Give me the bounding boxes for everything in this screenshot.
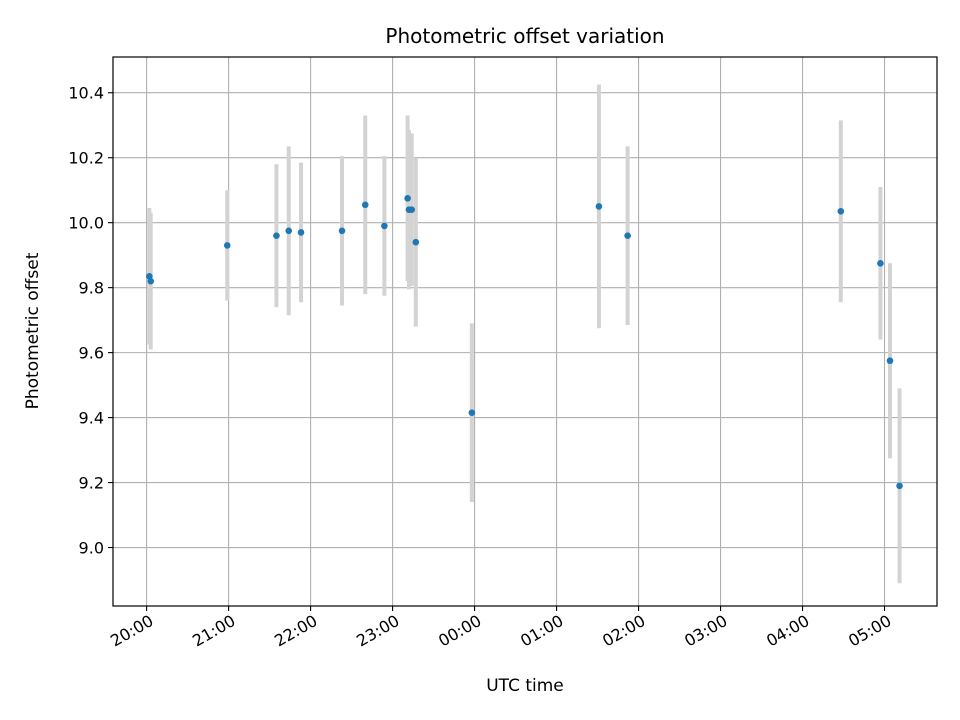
grid (113, 57, 937, 606)
data-point (837, 208, 845, 215)
data-point (361, 201, 369, 209)
plot-area-frame (112, 56, 938, 607)
y-tick-label: 9.2 (79, 474, 104, 493)
y-axis-ticks: 9.0 9.2 9.4 9.6 9.8 10.0 10.2 10.4 (68, 84, 113, 558)
data-point (877, 259, 884, 267)
data-point (297, 229, 305, 236)
y-tick-label: 10.0 (68, 214, 104, 233)
data-points (146, 195, 903, 490)
y-tick-label: 9.4 (79, 409, 104, 428)
data-point (896, 482, 903, 490)
x-axis-label: UTC time (486, 676, 564, 696)
data-point (404, 195, 411, 202)
data-point (147, 277, 155, 285)
y-tick-label: 10.4 (68, 84, 104, 103)
data-point (223, 242, 231, 249)
data-point (468, 409, 476, 417)
data-point (886, 357, 894, 365)
y-tick-label: 9.0 (79, 539, 104, 558)
data-point (273, 232, 280, 239)
data-point (408, 206, 416, 213)
data-point (338, 227, 346, 235)
data-point (595, 203, 603, 210)
y-tick-label: 9.6 (79, 344, 104, 363)
chart-title: Photometric offset variation (385, 24, 664, 48)
y-axis-label: Photometric offset (23, 252, 43, 409)
data-point (381, 222, 388, 230)
y-tick-label: 9.8 (79, 279, 104, 298)
data-point (624, 232, 631, 239)
y-tick-label: 10.2 (68, 149, 104, 168)
data-point (285, 227, 293, 235)
data-point (412, 238, 420, 246)
